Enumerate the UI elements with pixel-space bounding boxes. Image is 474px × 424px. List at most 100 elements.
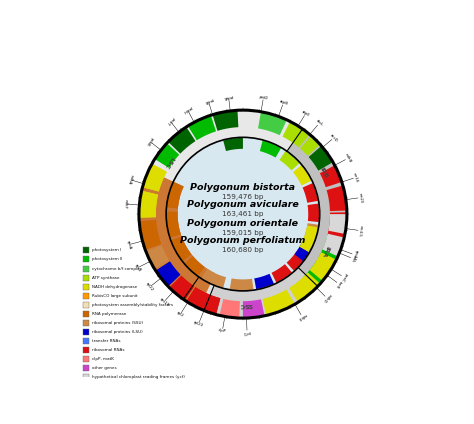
Polygon shape xyxy=(167,182,184,209)
Polygon shape xyxy=(322,234,344,257)
Bar xyxy=(83,374,90,380)
Polygon shape xyxy=(308,204,319,222)
Polygon shape xyxy=(303,223,319,243)
Polygon shape xyxy=(186,287,220,315)
Bar xyxy=(83,275,90,281)
Text: LSC: LSC xyxy=(163,155,174,169)
Polygon shape xyxy=(293,165,311,185)
Text: NADH dehydrogenase: NADH dehydrogenase xyxy=(92,285,137,289)
Text: psbB: psbB xyxy=(145,136,154,146)
Polygon shape xyxy=(139,170,215,308)
Polygon shape xyxy=(146,245,169,269)
Polygon shape xyxy=(260,140,281,158)
Text: accD: accD xyxy=(329,133,338,143)
Polygon shape xyxy=(287,249,308,271)
Polygon shape xyxy=(212,110,238,131)
Text: ndhD: ndhD xyxy=(321,293,332,303)
Polygon shape xyxy=(168,127,195,153)
Text: rpoA: rpoA xyxy=(125,240,132,250)
Bar xyxy=(83,247,90,254)
Polygon shape xyxy=(169,276,194,300)
Text: psaB: psaB xyxy=(203,98,213,104)
Bar xyxy=(83,265,90,271)
Polygon shape xyxy=(167,212,181,238)
Polygon shape xyxy=(184,256,205,276)
Polygon shape xyxy=(143,164,167,192)
Text: rpl22: rpl22 xyxy=(145,282,154,292)
Polygon shape xyxy=(201,269,226,288)
Text: clpP, matK: clpP, matK xyxy=(92,357,114,361)
Text: ndhF: ndhF xyxy=(122,199,128,209)
Text: RubisCO large subunit: RubisCO large subunit xyxy=(92,294,137,298)
Polygon shape xyxy=(204,268,318,318)
Bar xyxy=(83,320,90,326)
Text: IRA: IRA xyxy=(321,245,330,257)
Polygon shape xyxy=(139,220,161,250)
Text: ribosomal proteins (SSU): ribosomal proteins (SSU) xyxy=(92,321,143,325)
Text: rrn4.5: rrn4.5 xyxy=(357,225,363,237)
Text: transfer RNAs: transfer RNAs xyxy=(92,339,120,343)
Text: rps19: rps19 xyxy=(158,297,169,307)
Circle shape xyxy=(166,137,319,291)
Text: rrn23: rrn23 xyxy=(357,192,363,203)
Polygon shape xyxy=(263,290,295,315)
Text: rbcL: rbcL xyxy=(315,119,324,128)
Polygon shape xyxy=(294,241,312,261)
Polygon shape xyxy=(146,245,169,269)
Polygon shape xyxy=(303,260,331,289)
Bar xyxy=(83,257,90,262)
Text: RNA polymerase: RNA polymerase xyxy=(92,312,126,316)
Text: 159,015 bp: 159,015 bp xyxy=(222,230,264,236)
Text: trnR: trnR xyxy=(335,279,343,288)
Polygon shape xyxy=(143,164,167,192)
Text: psaA: psaA xyxy=(224,94,233,99)
Text: SSC: SSC xyxy=(239,302,253,307)
Text: ndhA: ndhA xyxy=(126,174,133,185)
Polygon shape xyxy=(300,226,318,252)
Polygon shape xyxy=(310,252,337,281)
Bar xyxy=(83,338,90,344)
Polygon shape xyxy=(287,129,347,214)
Bar xyxy=(83,311,90,317)
Polygon shape xyxy=(230,279,254,290)
Bar xyxy=(83,284,90,290)
Circle shape xyxy=(139,110,347,318)
Polygon shape xyxy=(139,191,158,218)
Text: other genes: other genes xyxy=(92,366,117,370)
Polygon shape xyxy=(186,287,220,315)
Text: Polygonum aviculare: Polygonum aviculare xyxy=(187,200,299,209)
Text: hypothetical chloroplast reading frames (ycf): hypothetical chloroplast reading frames … xyxy=(92,375,185,379)
Text: ribosomal proteins (LSU): ribosomal proteins (LSU) xyxy=(92,330,143,334)
Polygon shape xyxy=(155,143,179,168)
Text: clpP: clpP xyxy=(218,328,227,334)
Text: 159,476 bp: 159,476 bp xyxy=(222,194,264,200)
Text: cytochrome b/f complex: cytochrome b/f complex xyxy=(92,267,142,271)
Polygon shape xyxy=(328,214,347,234)
Circle shape xyxy=(166,137,319,291)
Text: photosystem assembly/stability factors: photosystem assembly/stability factors xyxy=(92,303,173,307)
Text: ribosomal RNAs: ribosomal RNAs xyxy=(92,348,125,352)
Polygon shape xyxy=(156,262,180,286)
Bar xyxy=(83,329,90,335)
Polygon shape xyxy=(254,274,274,289)
Text: rrn5: rrn5 xyxy=(349,254,356,263)
Text: Polygonum bistorta: Polygonum bistorta xyxy=(191,183,295,192)
Text: rps3: rps3 xyxy=(134,263,141,273)
Polygon shape xyxy=(169,276,194,300)
Text: Polygonum perfoliatum: Polygonum perfoliatum xyxy=(180,236,306,245)
Text: rpl23: rpl23 xyxy=(193,320,204,328)
Polygon shape xyxy=(139,191,158,218)
Text: photosystem II: photosystem II xyxy=(92,257,122,262)
Text: 163,461 bp: 163,461 bp xyxy=(222,210,264,217)
Polygon shape xyxy=(320,165,342,187)
Bar xyxy=(83,302,90,308)
Polygon shape xyxy=(327,185,347,211)
Text: rrn16: rrn16 xyxy=(352,172,359,183)
Polygon shape xyxy=(298,214,347,286)
Polygon shape xyxy=(243,299,264,318)
Bar xyxy=(83,293,90,299)
Polygon shape xyxy=(223,138,243,151)
Polygon shape xyxy=(309,146,333,170)
Text: Polygonum orientale: Polygonum orientale xyxy=(187,219,299,228)
Text: psbT: psbT xyxy=(165,116,175,125)
